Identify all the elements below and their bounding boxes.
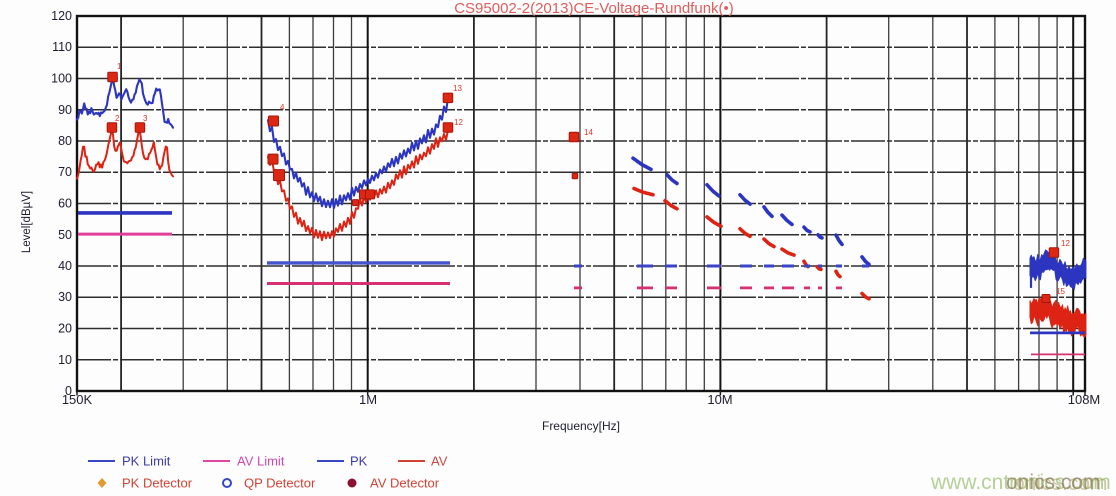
svg-text:150K: 150K [62, 392, 93, 407]
svg-text:3: 3 [143, 114, 148, 123]
svg-text:Level[dBµV]: Level[dBµV] [21, 191, 33, 253]
svg-text:108M: 108M [1068, 392, 1101, 407]
svg-text:2: 2 [115, 114, 120, 123]
svg-text:onics.com: onics.com [1006, 471, 1101, 494]
svg-text:12: 12 [454, 118, 463, 127]
svg-text:13: 13 [453, 84, 462, 93]
svg-text:10M: 10M [707, 392, 732, 407]
svg-text:PK Limit: PK Limit [122, 454, 171, 469]
svg-text:4: 4 [280, 103, 285, 112]
svg-text:PK Detector: PK Detector [122, 476, 193, 491]
svg-text:AV: AV [431, 454, 448, 469]
svg-text:60: 60 [58, 197, 72, 211]
svg-text:120: 120 [51, 9, 72, 23]
svg-text:110: 110 [52, 40, 72, 54]
svg-text:100: 100 [51, 72, 72, 86]
svg-text:PK: PK [350, 454, 368, 469]
svg-text:70: 70 [58, 165, 72, 179]
svg-text:1M: 1M [359, 392, 377, 407]
svg-text:www.cntronics.com: www.cntronics.com [930, 471, 1111, 494]
svg-text:1: 1 [117, 62, 122, 71]
svg-text:Frequency[Hz]: Frequency[Hz] [542, 419, 620, 433]
svg-text:QP Detector: QP Detector [244, 476, 316, 491]
svg-text:50: 50 [58, 228, 72, 242]
svg-text:20: 20 [58, 322, 72, 336]
svg-text:0: 0 [65, 384, 72, 398]
svg-text:30: 30 [58, 290, 72, 304]
svg-text:onics.com: onics.com [1013, 472, 1108, 495]
svg-text:80: 80 [58, 134, 72, 148]
svg-text:40: 40 [58, 259, 72, 273]
svg-text:CS95002-2(2013)CE-Voltage-Rund: CS95002-2(2013)CE-Voltage-Rundfunk(•) [454, 0, 734, 17]
svg-text:90: 90 [58, 103, 72, 117]
svg-text:AV Limit: AV Limit [237, 454, 285, 469]
svg-text:10: 10 [58, 353, 72, 367]
svg-text:AV Detector: AV Detector [370, 476, 440, 491]
svg-text:12: 12 [1061, 239, 1070, 248]
svg-text:14: 14 [584, 128, 593, 137]
svg-text:15: 15 [1056, 287, 1065, 296]
